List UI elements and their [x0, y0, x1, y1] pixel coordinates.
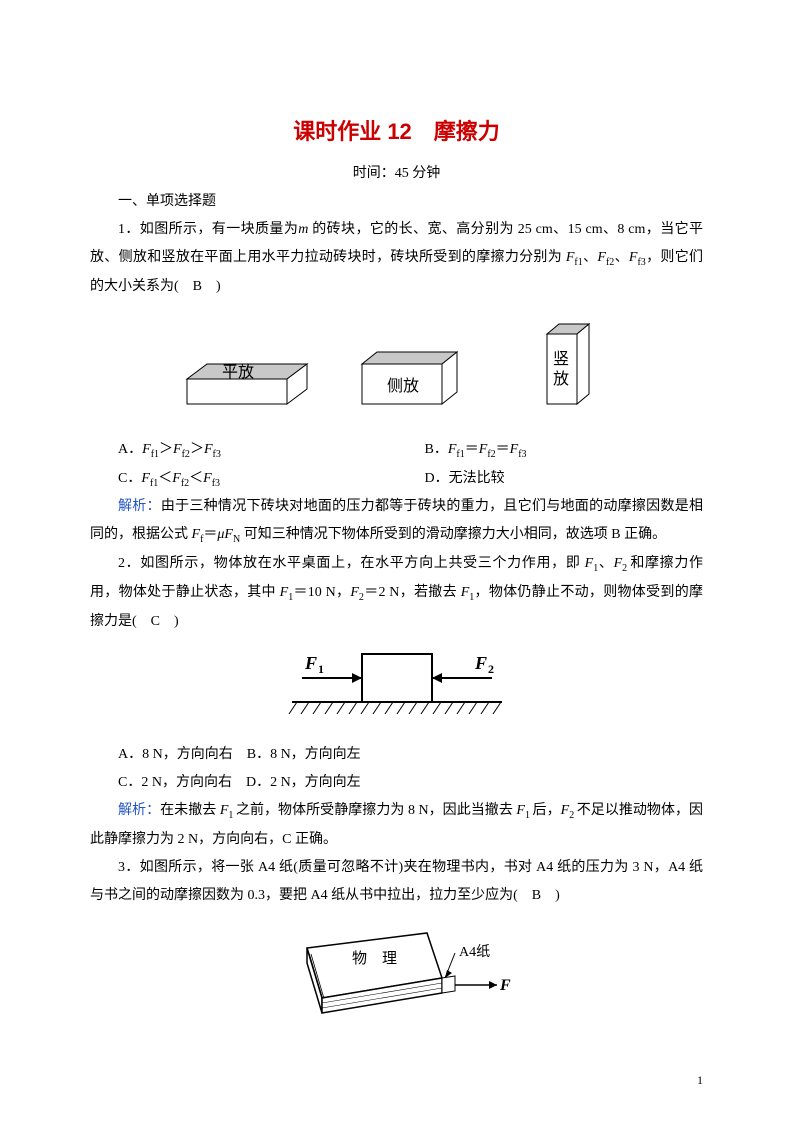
q2-ana-c: 后，: [533, 803, 561, 818]
q2-stem-c: ＝10 N，: [293, 585, 350, 600]
q1-options: A．Ff1＞Ff2＞Ff3 B．Ff1＝Ff2＝Ff3 C．Ff1＜Ff2＜Ff…: [90, 436, 703, 494]
ground-hatching-icon: [289, 702, 501, 714]
f2-label: F: [474, 653, 487, 673]
q2-figure: F 1 F 2: [90, 644, 703, 735]
q1-sub2: f2: [606, 257, 614, 268]
book-label: 物 理: [352, 950, 397, 967]
q2-stem-a: 2．如图所示，物体放在水平桌面上，在水平方向上共受三个力作用，即: [118, 556, 585, 571]
flat-label: 平放: [222, 363, 254, 381]
f2-sub: 2: [488, 662, 494, 676]
q2-stem-d: ＝2 N，若撤去: [364, 585, 461, 600]
side-label: 侧放: [387, 377, 419, 395]
q3-stem: 3．如图所示，将一张 A4 纸(质量可忽略不计)夹在物理书内，书对 A4 纸的压…: [90, 854, 703, 910]
q3-figure: 物 理 A4纸 F: [90, 918, 703, 1039]
q2-option-b: B．8 N，方向向左: [247, 747, 361, 762]
q2-stem: 2．如图所示，物体放在水平桌面上，在水平方向上共受三个力作用，即 F1、F2 和…: [90, 550, 703, 636]
page-subtitle: 时间：45 分钟: [90, 160, 703, 188]
section-heading: 一、单项选择题: [90, 188, 703, 216]
q1-sub3: f3: [637, 257, 645, 268]
q1-stem-a: 1．如图所示，有一块质量为: [118, 222, 298, 237]
q1-var-m: m: [298, 222, 312, 237]
page: 课时作业 12 摩擦力 时间：45 分钟 一、单项选择题 1．如图所示，有一块质…: [0, 0, 793, 1122]
force-label: F: [499, 977, 511, 994]
brick-vert-icon: 竖 放: [547, 324, 589, 404]
vert-label-1: 竖: [553, 350, 569, 368]
brick-side-icon: 侧放: [362, 352, 457, 404]
q1-figure: 平放 侧放 竖 放: [90, 309, 703, 430]
analysis-label: 解析：: [118, 499, 161, 514]
f1-sub: 1: [318, 662, 324, 676]
paper-label: A4纸: [459, 944, 490, 960]
q1-option-b: B．Ff1＝Ff2＝Ff3: [397, 436, 704, 465]
page-number: 1: [697, 1068, 703, 1092]
q3-diagram: 物 理 A4纸 F: [267, 918, 527, 1028]
q2-diagram: F 1 F 2: [247, 644, 547, 724]
q2-option-d: D．2 N，方向向左: [246, 775, 361, 790]
q2-options-row2: C．2 N，方向向右 D．2 N，方向向左: [90, 769, 703, 797]
q2-option-a: A．8 N，方向向右: [118, 747, 233, 762]
q1-var-ff2: F: [597, 250, 606, 265]
q2-ana-a: 在未撤去: [160, 803, 220, 818]
f1-label: F: [304, 653, 317, 673]
q2-options-row1: A．8 N，方向向右 B．8 N，方向向左: [90, 741, 703, 769]
q2-ana-b: 之前，物体所受静摩擦力为 8 N，因此当撤去: [236, 803, 516, 818]
q1-diagram: 平放 侧放 竖 放: [157, 309, 637, 419]
a4-paper-icon: [442, 976, 455, 993]
q1-option-c: C．Ff1＜Ff2＜Ff3: [90, 465, 397, 494]
q2-analysis: 解析：在未撤去 F1 之前，物体所受静摩擦力为 8 N，因此当撤去 F1 后，F…: [90, 797, 703, 854]
q1-option-a: A．Ff1＞Ff2＞Ff3: [90, 436, 397, 465]
vert-label-2: 放: [553, 370, 569, 388]
q1-sub: f1: [574, 257, 582, 268]
analysis-label-2: 解析：: [118, 803, 160, 818]
q2-option-c: C．2 N，方向向右: [118, 775, 232, 790]
q1-option-d: D．无法比较: [397, 465, 704, 494]
q1-stem: 1．如图所示，有一块质量为m 的砖块，它的长、宽、高分别为 25 cm、15 c…: [90, 216, 703, 301]
brick-flat-icon: 平放: [187, 363, 307, 404]
q1-analysis: 解析：由于三种情况下砖块对地面的压力都等于砖块的重力，且它们与地面的动摩擦因数是…: [90, 493, 703, 550]
page-title: 课时作业 12 摩擦力: [90, 110, 703, 154]
